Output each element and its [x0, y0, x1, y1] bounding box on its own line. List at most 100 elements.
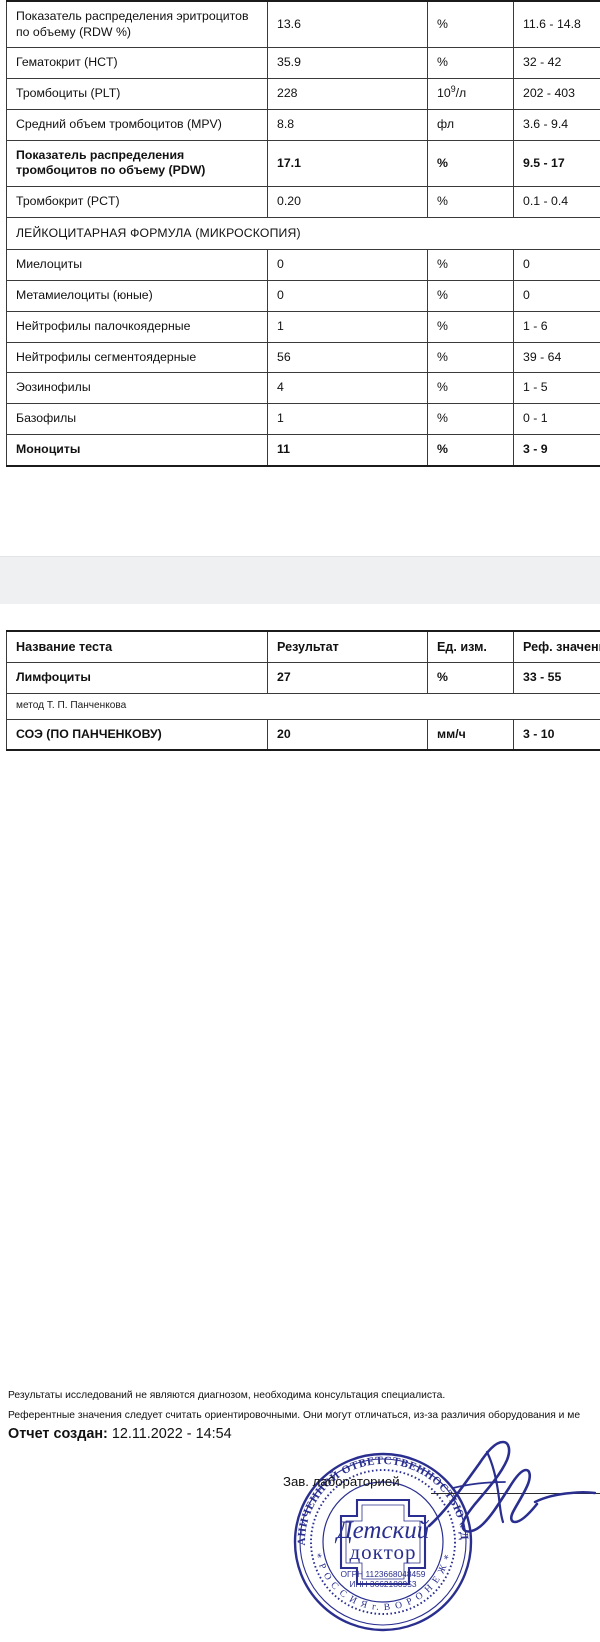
test-name-cell: Гематокрит (HCT) — [7, 48, 268, 79]
disclaimer-line-1: Результаты исследований не являются диаг… — [8, 1390, 600, 1401]
table-bottom-clip: Название теста Результат Ед. изм. Реф. з… — [0, 604, 600, 751]
test-unit-cell: % — [428, 187, 514, 218]
column-header-name: Название теста — [7, 631, 268, 663]
test-unit-cell: % — [428, 373, 514, 404]
table-row-abnormal: Показатель распределения тромбоцитов по … — [7, 140, 600, 186]
test-unit-cell: % — [428, 663, 514, 694]
table-row: Нейтрофилы палочкоядерные 1 % 1 - 6 — [7, 311, 600, 342]
signature-area: ОБЩЕСТВО С ОГРАНИЧЕННОЙ ОТВЕТСТВЕННОСТЬЮ… — [283, 1442, 600, 1642]
page-separator — [0, 556, 600, 606]
test-result-cell: 56 — [268, 342, 428, 373]
test-ref-cell: 33 - 55 — [514, 663, 600, 694]
seal-ogrn: ОГРН 1123668048459 — [341, 1569, 426, 1579]
test-ref-cell: 1 - 6 — [514, 311, 600, 342]
table-row: Средний объем тромбоцитов (MPV) 8.8 фл 3… — [7, 109, 600, 140]
test-result-cell: 1 — [268, 404, 428, 435]
lab-results-table-bottom: Название теста Результат Ед. изм. Реф. з… — [6, 630, 600, 751]
column-header-unit: Ед. изм. — [428, 631, 514, 663]
test-result-cell: 17.1 — [268, 140, 428, 186]
test-result-cell: 27 — [268, 663, 428, 694]
test-unit-cell: фл — [428, 109, 514, 140]
test-ref-cell: 1 - 5 — [514, 373, 600, 404]
test-name-cell: Эозинофилы — [7, 373, 268, 404]
test-ref-cell: 3 - 9 — [514, 434, 600, 465]
unit-tail: /л — [456, 86, 467, 100]
test-name-cell: Показатель распределения тромбоцитов по … — [7, 140, 268, 186]
test-name-cell: СОЭ (ПО ПАНЧЕНКОВУ) — [7, 719, 268, 750]
test-result-cell: 228 — [268, 79, 428, 110]
table-top-clip: Показатель распределения эритроцитов по … — [0, 0, 600, 467]
test-unit-cell: % — [428, 434, 514, 465]
test-ref-cell: 3.6 - 9.4 — [514, 109, 600, 140]
report-page-bottom: Название теста Результат Ед. изм. Реф. з… — [0, 604, 600, 1366]
test-unit-cell: 109/л — [428, 79, 514, 110]
test-name-cell: Показатель распределения эритроцитов по … — [7, 1, 268, 48]
column-header-result: Результат — [268, 631, 428, 663]
test-result-cell: 0.20 — [268, 187, 428, 218]
test-name-cell: Базофилы — [7, 404, 268, 435]
test-result-cell: 8.8 — [268, 109, 428, 140]
table-row: Миелоциты 0 % 0 — [7, 250, 600, 281]
table-row-abnormal: Моноциты 11 % 3 - 9 — [7, 434, 600, 465]
test-unit-cell: % — [428, 140, 514, 186]
disclaimer-line-2: Референтные значения следует считать ори… — [8, 1410, 600, 1421]
test-ref-cell: 32 - 42 — [514, 48, 600, 79]
test-ref-cell: 0 — [514, 250, 600, 281]
test-ref-cell: 0 — [514, 281, 600, 312]
test-result-cell: 1 — [268, 311, 428, 342]
unit-base: 10 — [437, 86, 451, 100]
report-created-label: Отчет создан: — [8, 1426, 108, 1442]
test-result-cell: 0 — [268, 250, 428, 281]
table-header-row: Название теста Результат Ед. изм. Реф. з… — [7, 631, 600, 663]
test-unit-cell: % — [428, 311, 514, 342]
test-result-cell: 11 — [268, 434, 428, 465]
test-result-cell: 0 — [268, 281, 428, 312]
signature-role-label: Зав. лабораторией — [283, 1474, 400, 1489]
test-name-cell: Лимфоциты — [7, 663, 268, 694]
test-unit-cell: мм/ч — [428, 719, 514, 750]
table-note-row: метод Т. П. Панченкова — [7, 693, 600, 719]
test-result-cell: 20 — [268, 719, 428, 750]
test-name-cell: Тромбокрит (PCT) — [7, 187, 268, 218]
section-heading: ЛЕЙКОЦИТАРНАЯ ФОРМУЛА (МИКРОСКОПИЯ) — [7, 217, 600, 250]
test-unit-cell: % — [428, 404, 514, 435]
test-name-cell: Тромбоциты (PLT) — [7, 79, 268, 110]
test-result-cell: 13.6 — [268, 1, 428, 48]
test-unit-cell: % — [428, 342, 514, 373]
test-unit-cell: % — [428, 48, 514, 79]
test-ref-cell: 3 - 10 — [514, 719, 600, 750]
seal-center-line-2: доктор — [349, 1540, 416, 1564]
test-name-cell: Моноциты — [7, 434, 268, 465]
table-row: Гематокрит (HCT) 35.9 % 32 - 42 — [7, 48, 600, 79]
test-unit-cell: % — [428, 250, 514, 281]
test-name-cell: Нейтрофилы палочкоядерные — [7, 311, 268, 342]
table-row: Эозинофилы 4 % 1 - 5 — [7, 373, 600, 404]
table-row: Тромбокрит (PCT) 0.20 % 0.1 - 0.4 — [7, 187, 600, 218]
test-ref-cell: 0.1 - 0.4 — [514, 187, 600, 218]
table-section-row: ЛЕЙКОЦИТАРНАЯ ФОРМУЛА (МИКРОСКОПИЯ) — [7, 217, 600, 250]
table-row: Показатель распределения эритроцитов по … — [7, 1, 600, 48]
test-ref-cell: 11.6 - 14.8 — [514, 1, 600, 48]
test-unit-cell: % — [428, 1, 514, 48]
test-ref-cell: 202 - 403 — [514, 79, 600, 110]
test-name-cell: Средний объем тромбоцитов (MPV) — [7, 109, 268, 140]
test-name-cell: Метамиелоциты (юные) — [7, 281, 268, 312]
test-ref-cell: 9.5 - 17 — [514, 140, 600, 186]
table-row: Базофилы 1 % 0 - 1 — [7, 404, 600, 435]
test-name-cell: Миелоциты — [7, 250, 268, 281]
test-ref-cell: 39 - 64 — [514, 342, 600, 373]
table-row: Метамиелоциты (юные) 0 % 0 — [7, 281, 600, 312]
test-unit-cell: % — [428, 281, 514, 312]
table-row-abnormal: Лимфоциты 27 % 33 - 55 — [7, 663, 600, 694]
report-created-value: 12.11.2022 - 14:54 — [112, 1426, 232, 1442]
column-header-ref: Реф. значения — [514, 631, 600, 663]
handwritten-signature-icon — [423, 1430, 598, 1550]
test-name-cell: Нейтрофилы сегментоядерные — [7, 342, 268, 373]
test-ref-cell: 0 - 1 — [514, 404, 600, 435]
method-note: метод Т. П. Панченкова — [7, 693, 600, 719]
test-result-cell: 4 — [268, 373, 428, 404]
table-row: Тромбоциты (PLT) 228 109/л 202 - 403 — [7, 79, 600, 110]
seal-inn: ИНН 3662180953 — [349, 1579, 416, 1589]
test-result-cell: 35.9 — [268, 48, 428, 79]
table-row-abnormal: СОЭ (ПО ПАНЧЕНКОВУ) 20 мм/ч 3 - 10 — [7, 719, 600, 750]
